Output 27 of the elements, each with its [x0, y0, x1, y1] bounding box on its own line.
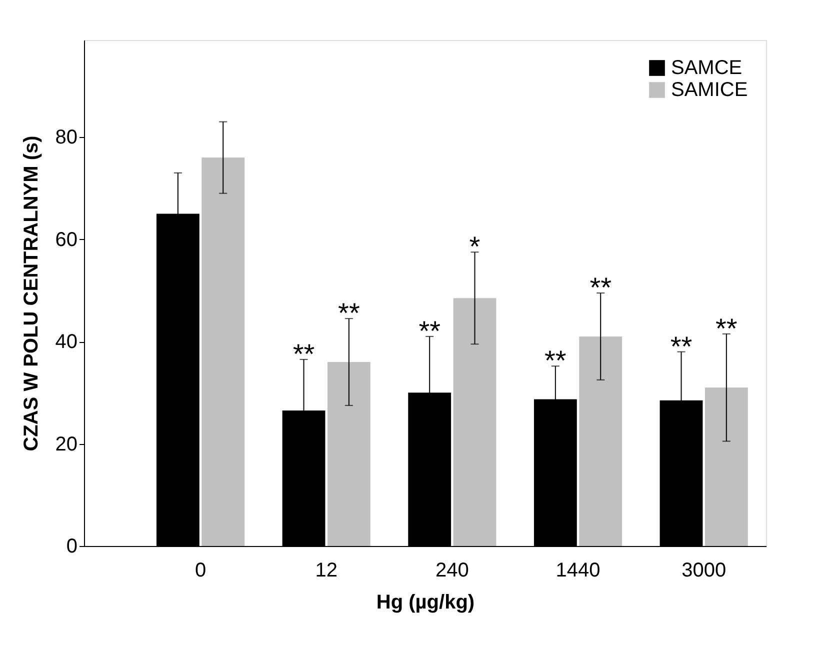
bar — [202, 158, 245, 546]
y-tick-label: 60 — [55, 228, 78, 251]
bar — [579, 336, 622, 546]
y-tick-label: 0 — [66, 536, 78, 558]
x-tick-label: 0 — [194, 560, 206, 582]
y-tick-label: 20 — [55, 433, 78, 456]
legend-label: SAMICE — [671, 79, 748, 101]
bar — [327, 362, 370, 546]
data-label: ** — [590, 272, 612, 303]
data-label: ** — [292, 338, 315, 370]
x-tick-label: 240 — [435, 560, 469, 582]
data-label: ** — [418, 315, 441, 346]
x-tick-label: 12 — [315, 560, 338, 582]
data-label: ** — [544, 345, 566, 376]
y-axis-title: CZAS W POLU CENTRALNYM (s) — [20, 136, 42, 452]
x-axis-title: Hg (µg/kg) — [376, 592, 475, 614]
data-label: ** — [716, 312, 738, 344]
data-label: ** — [670, 330, 692, 362]
x-tick-label: 3000 — [682, 560, 726, 582]
y-tick-label: 80 — [55, 126, 78, 149]
bar — [453, 298, 496, 546]
x-tick-label: 1440 — [556, 560, 600, 582]
data-label: * — [469, 231, 480, 262]
bar — [704, 388, 748, 546]
data-label: ** — [338, 298, 360, 329]
legend-label: SAMCE — [671, 57, 742, 79]
y-tick-label: 40 — [55, 331, 78, 354]
